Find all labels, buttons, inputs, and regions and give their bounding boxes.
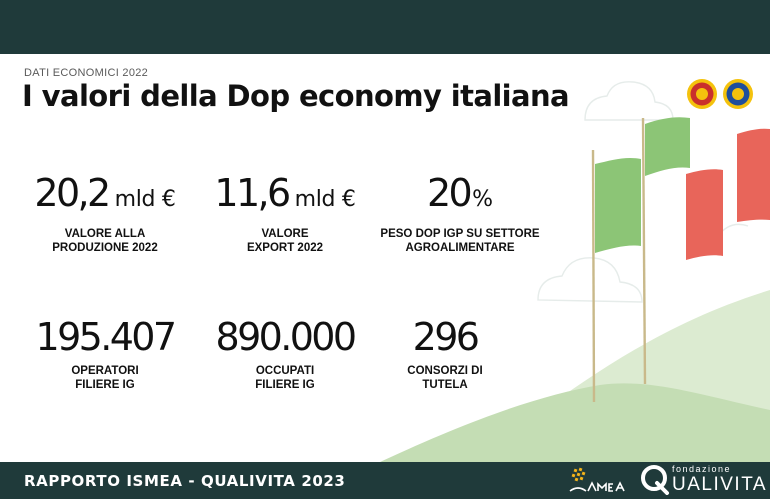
flag-left-green: [595, 157, 641, 253]
stat-valore-produzione: 20,2 mld € VALORE ALLA PRODUZIONE 2022: [20, 170, 190, 255]
stat-valore-export: 11,6 mld € VALORE EXPORT 2022: [205, 170, 365, 255]
stat-label: CONSORZI DI TUTELA: [407, 365, 483, 391]
qualivita-name: UALIVITA: [672, 474, 768, 495]
stat-label: VALORE ALLA PRODUZIONE 2022: [52, 228, 158, 254]
flag-center-green: [645, 117, 690, 176]
stat-label: PESO DOP IGP SU SETTORE AGROALIMENTARE: [380, 228, 540, 254]
kicker: DATI ECONOMICI 2022: [24, 67, 149, 79]
stat-operatori: 195.407 OPERATORI FILIERE IG: [20, 314, 190, 392]
stat-unit: mld €: [294, 187, 356, 212]
qualivita-q-icon: [641, 465, 669, 495]
stat-value: 296: [412, 315, 480, 359]
top-bar: [0, 0, 770, 54]
stat-consorzi: 296 CONSORZI DI TUTELA: [380, 314, 510, 392]
igp-seal-icon: [723, 79, 753, 109]
flag-right-red: [737, 128, 770, 222]
flag-center-red: [686, 169, 723, 260]
stat-label: OPERATORI FILIERE IG: [71, 365, 139, 391]
stat-value: 11,6 mld €: [214, 171, 356, 215]
stat-value: 890.000: [215, 315, 358, 359]
dop-seal-icon: [687, 79, 717, 109]
stat-occupati: 890.000 OCCUPATI FILIERE IG: [200, 314, 370, 392]
stat-label: VALORE EXPORT 2022: [246, 228, 324, 254]
hill-front: [380, 383, 770, 462]
footer-title: RAPPORTO ISMEA - QUALIVITA 2023: [24, 472, 346, 490]
stat-value: 20%: [426, 171, 494, 215]
flag-pole-left: [591, 149, 596, 403]
stat-unit: %: [472, 187, 494, 212]
stat-value: 195.407: [35, 315, 178, 359]
stat-value: 20,2 mld €: [34, 171, 176, 215]
qualivita-fondazione: fondazione: [672, 464, 732, 474]
stat-unit: mld €: [114, 187, 176, 212]
flag-pole-center: [641, 117, 647, 385]
stat-peso-dop-igp: 20% PESO DOP IGP SU SETTORE AGROALIMENTAR…: [360, 170, 560, 255]
ismea-logo: [569, 467, 625, 492]
qualivita-logo: fondazione UALIVITA: [640, 463, 766, 497]
page-title: I valori della Dop economy italiana: [22, 79, 570, 113]
stat-label: OCCUPATI FILIERE IG: [255, 365, 315, 391]
